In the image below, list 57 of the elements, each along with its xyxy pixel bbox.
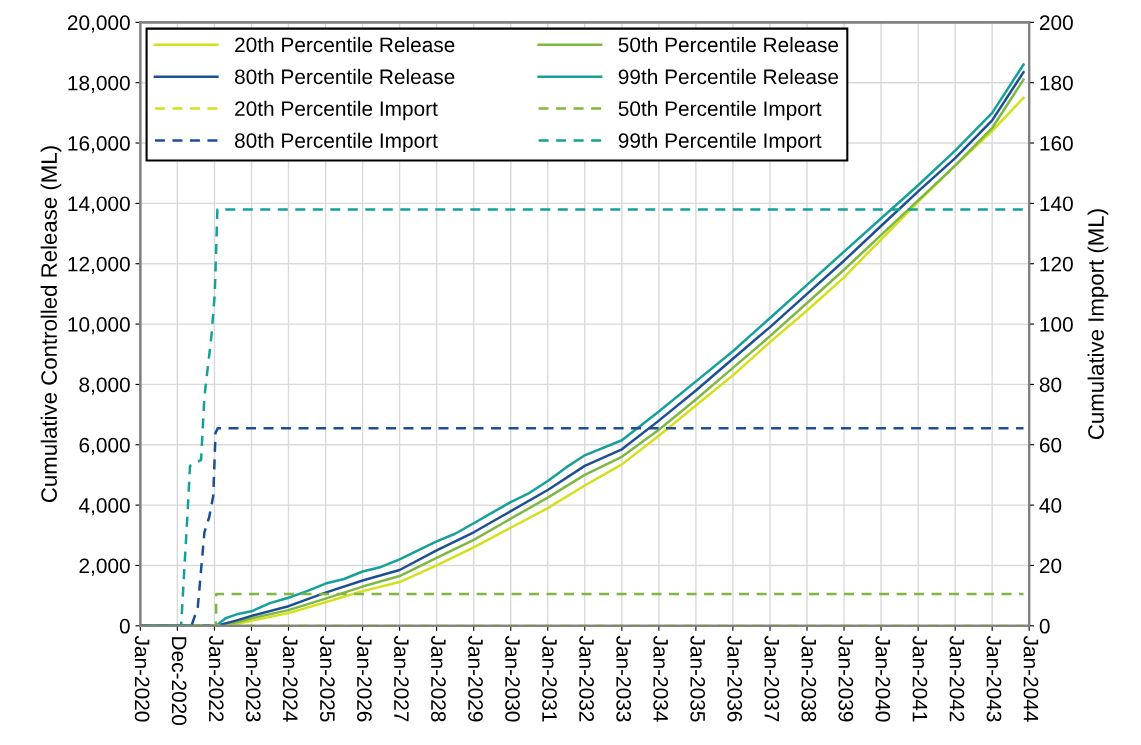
legend-label: 20th Percentile Release — [235, 36, 455, 53]
y2-tick-label: 100 — [1040, 317, 1073, 332]
y2-tick-label: 20 — [1039, 558, 1062, 574]
x-tick-label: Jan-2040 — [875, 635, 891, 722]
y2-tick-label: 180 — [1040, 75, 1073, 91]
legend-label: 99th Percentile Release — [618, 68, 839, 85]
x-tick-label: Jan-2031 — [542, 635, 557, 722]
y-tick-label: 6,000 — [79, 437, 130, 455]
y2-axis-title: Cumulative Import (ML) — [1087, 209, 1109, 440]
x-tick-label: Jan-2027 — [394, 635, 409, 722]
x-tick-label: Jan-2044 — [1023, 635, 1039, 722]
x-tick-label: Jan-2034 — [653, 635, 669, 722]
x-tick-label: Jan-2037 — [764, 635, 780, 722]
y2-tick-label: 120 — [1040, 256, 1073, 272]
y-tick-label: 12,000 — [68, 256, 130, 274]
x-tick-label: Jan-2032 — [579, 635, 594, 722]
x-tick-label: Dec-2020 — [171, 637, 187, 726]
x-tick-label: Jan-2036 — [727, 635, 743, 722]
x-tick-label: Jan-2038 — [801, 635, 817, 722]
y2-tick-label: 160 — [1040, 136, 1073, 151]
x-tick-label: Jan-2022 — [208, 635, 224, 722]
y-tick-label: 14,000 — [68, 196, 130, 214]
y-tick-label: 4,000 — [78, 498, 130, 516]
x-tick-label: Jan-2025 — [320, 635, 335, 722]
legend-label: 50th Percentile Import — [618, 100, 822, 121]
y2-tick-label: 200 — [1039, 15, 1073, 31]
y-tick-label: 18,000 — [68, 75, 130, 93]
y2-tick-label: 40 — [1039, 498, 1062, 513]
y-axis-title: Cumulative Controlled Release (ML) — [40, 146, 62, 503]
x-tick-label: Jan-2028 — [431, 635, 446, 722]
y-tick-label: 20,000 — [67, 15, 130, 33]
x-tick-label: Jan-2023 — [245, 635, 261, 722]
legend-label: 80th Percentile Import — [235, 132, 438, 153]
y-tick-label: 0 — [119, 618, 130, 634]
x-tick-label: Jan-2035 — [690, 635, 706, 722]
y-tick-label: 2,000 — [79, 558, 130, 576]
x-tick-label: Jan-2020 — [134, 635, 150, 722]
x-tick-label: Jan-2026 — [357, 635, 372, 722]
legend-label: 99th Percentile Import — [618, 132, 822, 153]
y2-tick-label: 80 — [1039, 377, 1062, 393]
y-tick-label: 10,000 — [68, 317, 130, 335]
x-tick-label: Jan-2039 — [838, 635, 854, 722]
legend-label: 80th Percentile Release — [235, 68, 455, 85]
y-tick-label: 8,000 — [79, 377, 130, 395]
x-tick-label: Jan-2024 — [282, 635, 298, 722]
legend-label: 50th Percentile Release — [618, 36, 839, 53]
x-tick-label: Jan-2041 — [912, 635, 928, 722]
y-tick-label: 16,000 — [68, 136, 130, 154]
x-tick-label: Jan-2029 — [468, 635, 483, 722]
x-tick-label: Jan-2043 — [986, 635, 1002, 722]
x-tick-label: Jan-2042 — [949, 635, 965, 722]
y2-tick-label: 0 — [1039, 618, 1050, 634]
legend-label: 20th Percentile Import — [235, 100, 438, 121]
y2-tick-label: 60 — [1039, 437, 1062, 453]
x-tick-label: Jan-2033 — [616, 635, 632, 722]
x-tick-label: Jan-2030 — [505, 635, 520, 722]
y2-tick-label: 140 — [1040, 196, 1073, 212]
